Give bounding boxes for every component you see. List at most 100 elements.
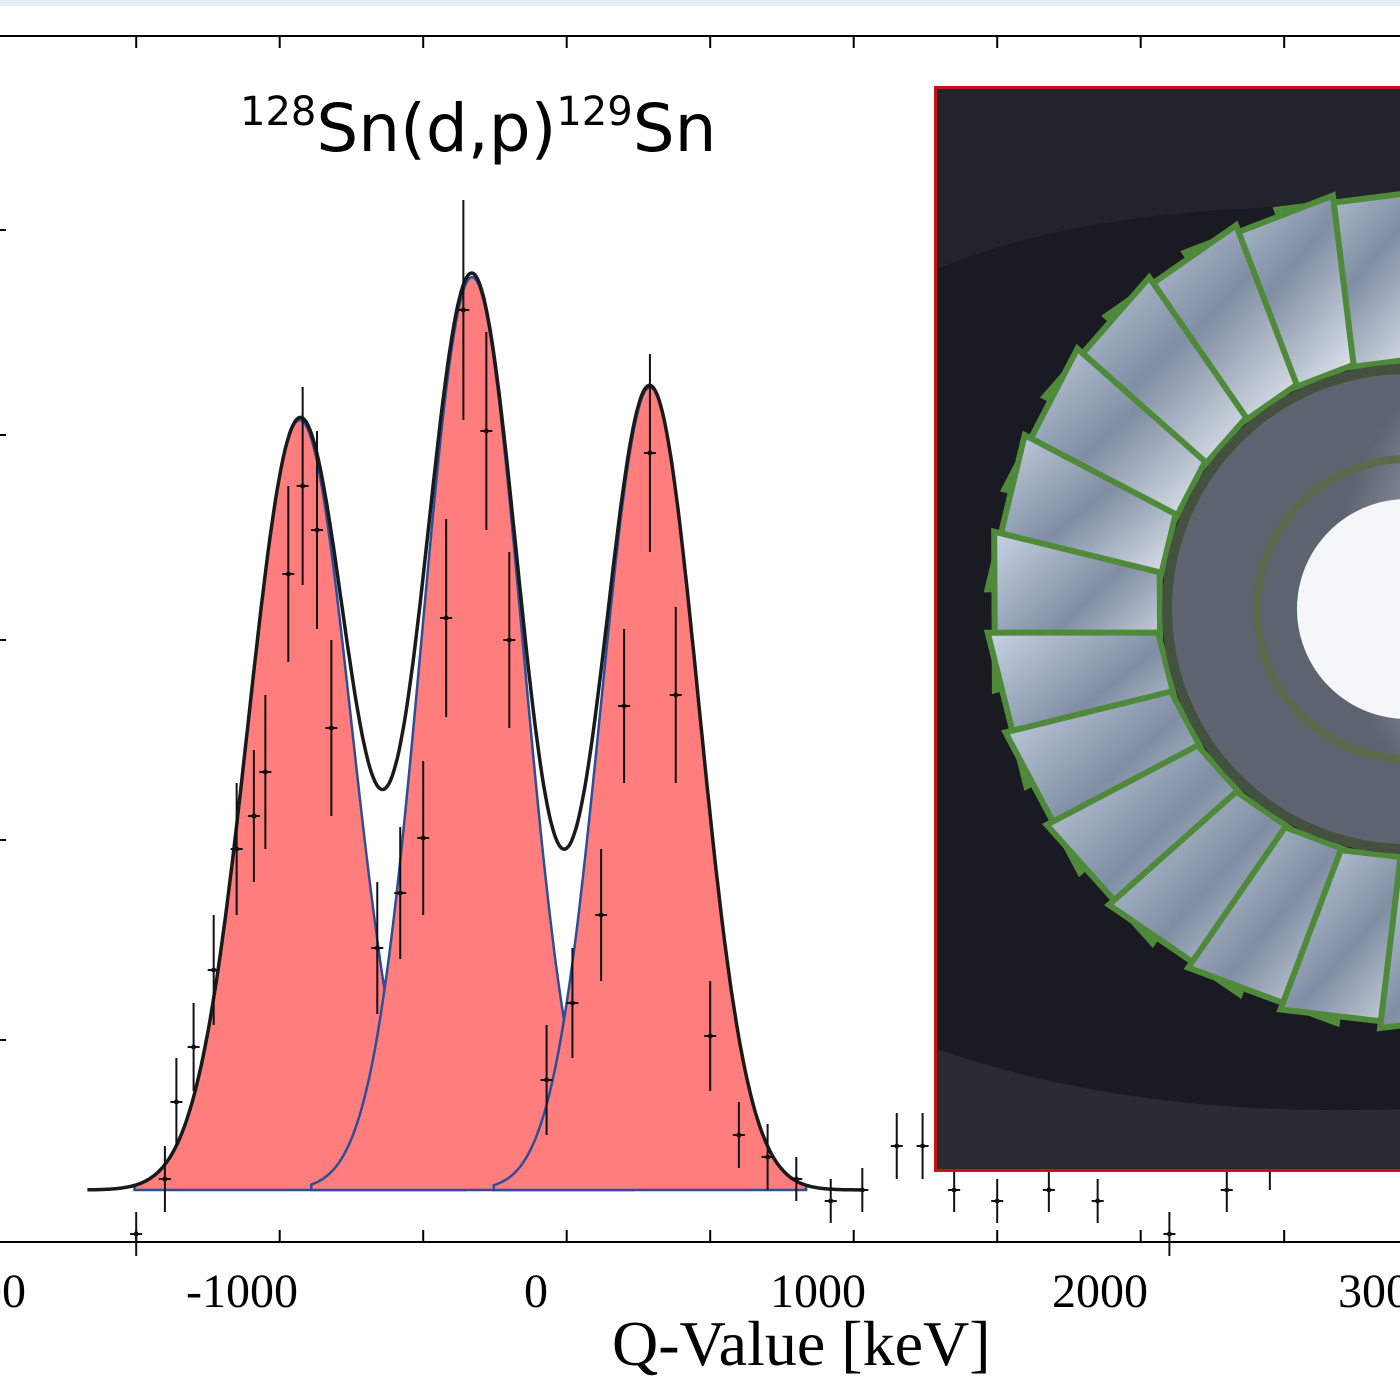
data-point — [394, 827, 407, 959]
detector-panel — [1039, 272, 1250, 479]
data-point — [417, 761, 430, 915]
detector-panel — [1041, 741, 1252, 948]
data-point — [282, 486, 295, 662]
detector-ring-illustration — [937, 89, 1400, 1169]
data-point — [1042, 1168, 1055, 1212]
x-tick-label: -1000 — [186, 1265, 298, 1318]
data-point — [311, 431, 324, 629]
data-point — [790, 1157, 803, 1201]
data-point — [187, 1003, 200, 1091]
fit-lines — [87, 271, 863, 1192]
data-marker — [673, 692, 679, 698]
data-point — [170, 1058, 183, 1146]
data-point — [704, 981, 717, 1091]
data-point — [230, 783, 243, 915]
data-marker — [569, 1000, 575, 1006]
data-point — [371, 882, 384, 1014]
data-point — [643, 354, 656, 552]
data-point — [761, 1124, 774, 1190]
data-marker — [707, 1033, 713, 1039]
data-point — [457, 200, 470, 420]
data-marker — [211, 967, 217, 973]
data-point — [503, 552, 516, 728]
data-marker — [162, 1176, 168, 1182]
chart-title: 128Sn(d,p)129Sn — [240, 92, 716, 162]
title-product: Sn — [632, 90, 717, 167]
peak-fills — [133, 275, 808, 1192]
x-tick-label-partial-left: 00 — [0, 1265, 26, 1318]
detector-panel — [1376, 855, 1400, 1032]
data-point — [1220, 1168, 1233, 1212]
data-marker — [1224, 1187, 1230, 1193]
data-point — [259, 695, 272, 849]
data-point — [566, 948, 579, 1058]
title-mass-number-product: 129 — [556, 89, 633, 135]
data-point — [916, 1113, 929, 1179]
data-point — [158, 1146, 171, 1212]
data-point — [540, 1025, 553, 1135]
data-point — [1163, 1212, 1176, 1256]
data-marker — [133, 1231, 139, 1237]
data-marker — [506, 637, 512, 643]
data-point — [480, 332, 493, 530]
data-marker — [765, 1154, 771, 1160]
top-strip — [0, 0, 1400, 6]
data-point — [732, 1102, 745, 1168]
detector-panel — [1001, 688, 1211, 878]
x-axis-label: Q-Value [keV] — [612, 1308, 991, 1379]
data-marker — [328, 725, 334, 731]
data-point — [618, 629, 631, 783]
data-marker — [1095, 1198, 1101, 1204]
data-marker — [544, 1077, 550, 1083]
x-tick-label: 1000 — [770, 1265, 866, 1318]
detector-array-photo — [934, 86, 1400, 1172]
data-marker — [621, 703, 627, 709]
data-marker — [314, 527, 320, 533]
data-marker — [920, 1143, 926, 1149]
x-tick-label-partial-right: 300 — [1338, 1265, 1400, 1318]
data-marker — [828, 1198, 834, 1204]
data-point — [948, 1168, 961, 1212]
data-marker — [251, 813, 257, 819]
title-mass-number-target: 128 — [240, 89, 317, 135]
data-point — [595, 849, 608, 981]
data-marker — [598, 912, 604, 918]
data-marker — [793, 1176, 799, 1182]
data-marker — [191, 1044, 197, 1050]
data-marker — [234, 846, 240, 852]
data-marker — [951, 1187, 957, 1193]
data-marker — [736, 1132, 742, 1138]
data-marker — [262, 769, 268, 775]
data-point — [440, 519, 453, 717]
data-point — [856, 1168, 869, 1212]
plot-frame — [0, 35, 1400, 1243]
data-marker — [397, 890, 403, 896]
data-point — [991, 1179, 1004, 1223]
data-marker — [647, 450, 653, 456]
data-marker — [300, 483, 306, 489]
data-marker — [1166, 1231, 1172, 1237]
data-point — [247, 750, 260, 882]
data-point — [296, 387, 309, 585]
data-marker — [443, 615, 449, 621]
data-point — [824, 1179, 837, 1223]
data-point — [1091, 1179, 1104, 1223]
data-point — [207, 915, 220, 1025]
data-marker — [483, 428, 489, 434]
x-tick-label: 2000 — [1052, 1265, 1148, 1318]
data-marker — [285, 571, 291, 577]
data-point — [130, 1212, 143, 1256]
detector-panel — [1276, 846, 1400, 1027]
data-point — [325, 640, 338, 816]
title-reaction: Sn(d,p) — [316, 90, 557, 167]
data-marker — [460, 307, 466, 313]
data-marker — [859, 1187, 865, 1193]
data-marker — [1046, 1187, 1052, 1193]
data-marker — [994, 1198, 1000, 1204]
total-fit-line — [87, 271, 863, 1192]
data-marker — [894, 1143, 900, 1149]
detector-panel — [1101, 220, 1301, 432]
data-marker — [374, 945, 380, 951]
data-marker — [420, 835, 426, 841]
